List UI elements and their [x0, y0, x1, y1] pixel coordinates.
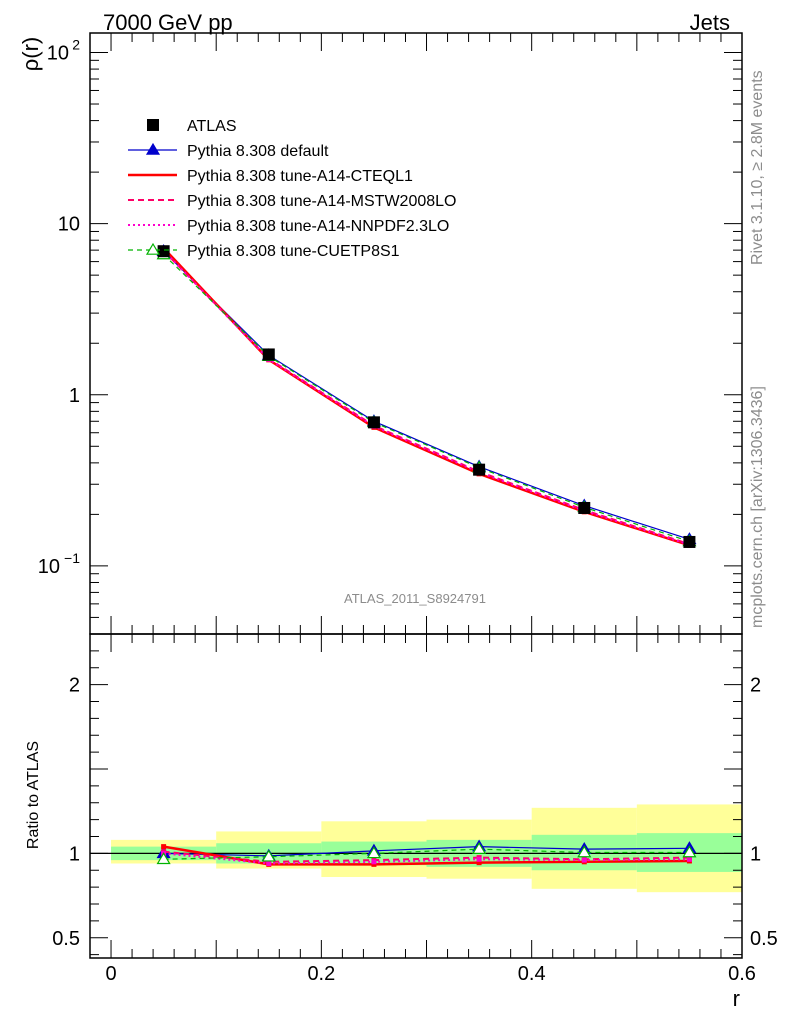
header-left: 7000 GeV pp [103, 10, 233, 35]
top-y-tick-label: 10 [58, 214, 80, 236]
top-line-mstw [162, 249, 690, 546]
x-tick-label: 0 [105, 963, 116, 985]
top-line-cteql1 [162, 247, 690, 547]
ratio-point-cteql1-2 [371, 861, 377, 867]
ratio-point-cteql1-3 [476, 860, 482, 866]
ratio-line-cteql1 [163, 845, 690, 866]
top-y-tick-label: 1 [69, 385, 80, 407]
ratio-point-cuetp8s1-4 [577, 845, 592, 858]
ratio-point-cuetp8s1-0 [156, 852, 171, 865]
ratio-y-axis-label: Ratio to ATLAS [25, 741, 42, 849]
top-y-tick-label: 10 [47, 42, 69, 64]
top-line-nnpdf [162, 249, 690, 546]
analysis-watermark: ATLAS_2011_S8924791 [344, 591, 486, 606]
ratio-point-nnpdf-1 [266, 861, 272, 866]
legend-label-cuetp8s1: Pythia 8.308 tune-CUETP8S1 [187, 243, 400, 260]
legend-marker-cuetp8s1 [145, 242, 161, 255]
top-y-tick-exponent: −1 [64, 550, 80, 566]
legend-label-cteql1: Pythia 8.308 tune-A14-CTEQL1 [187, 168, 413, 185]
ratio-line-mstw [163, 850, 690, 863]
ratio-point-nnpdf-5 [686, 856, 692, 862]
x-tick-label: 0.6 [728, 963, 756, 985]
top-line-default [163, 250, 690, 540]
legend-label-nnpdf: Pythia 8.308 tune-A14-NNPDF2.3LO [187, 218, 449, 235]
ratio-y-tick-label-right: 2 [750, 675, 761, 697]
ratio-y-tick-label-right: 0.5 [750, 928, 778, 950]
legend-marker-atlas [147, 119, 159, 131]
top-atlas-point-3 [473, 463, 486, 476]
ratio-point-cteql1-0 [161, 844, 167, 850]
header-right: Jets [690, 10, 730, 35]
x-tick-label: 0.2 [307, 963, 335, 985]
top-line-cuetp8s1 [163, 254, 690, 542]
x-axis-label: r [733, 986, 740, 1011]
ratio-point-nnpdf-4 [581, 857, 587, 863]
ratio-y-tick-label-left: 0.5 [52, 928, 80, 950]
x-tick-label: 0.4 [518, 963, 546, 985]
ratio-point-cuetp8s1-5 [682, 845, 697, 858]
ratio-plot-frame [89, 633, 743, 959]
legend-marker-default [145, 142, 161, 155]
top-atlas-point-1 [262, 348, 275, 361]
ratio-point-cuetp8s1-2 [366, 846, 381, 859]
legend-label-atlas: ATLAS [187, 118, 237, 135]
ratio-point-cuetp8s1-1 [261, 849, 276, 862]
top-atlas-point-0 [157, 245, 170, 258]
ratio-point-cuetp8s1-3 [472, 841, 487, 854]
legend-label-default: Pythia 8.308 default [187, 143, 329, 160]
top-y-tick-label: 10 [38, 556, 60, 578]
top-atlas-point-4 [578, 501, 591, 514]
ratio-y-tick-label-left: 1 [69, 843, 80, 865]
mcplots-label: mcplots.cern.ch [arXiv:1306.3436] [749, 386, 766, 628]
ratio-y-tick-label-right: 1 [750, 843, 761, 865]
top-atlas-point-2 [367, 416, 380, 429]
top-y-tick-exponent: 2 [72, 36, 80, 52]
ratio-point-nnpdf-3 [476, 856, 482, 862]
top-y-axis-label: ρ(r) [18, 37, 43, 72]
ratio-line-cuetp8s1 [163, 848, 690, 860]
legend-label-mstw: Pythia 8.308 tune-A14-MSTW2008LO [187, 193, 456, 210]
ratio-line-default [163, 846, 690, 857]
top-atlas-point-5 [683, 535, 696, 548]
ratio-point-nnpdf-2 [371, 859, 377, 865]
rivet-label: Rivet 3.1.10, ≥ 2.8M events [749, 70, 766, 265]
ratio-y-tick-label-left: 2 [69, 675, 80, 697]
